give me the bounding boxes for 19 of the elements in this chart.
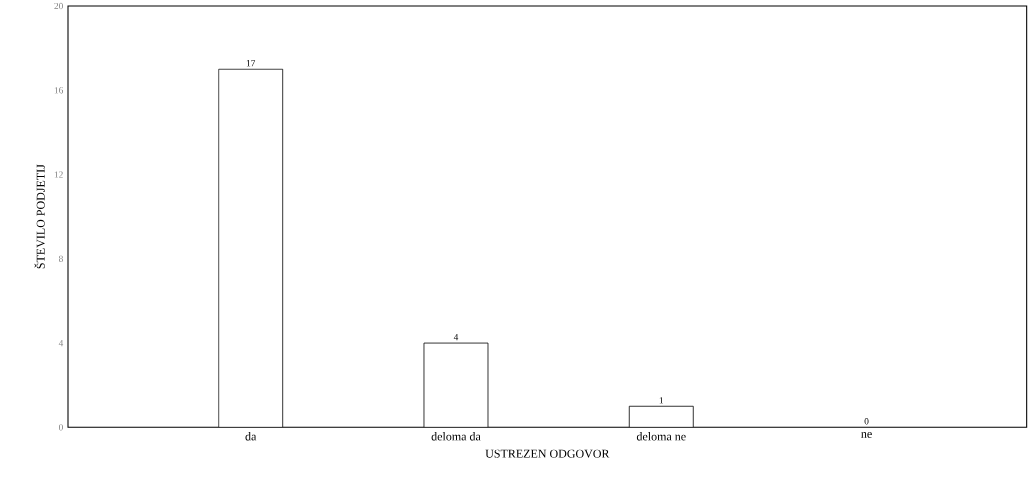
x-tick-label: deloma ne	[636, 432, 686, 441]
data-label: 0	[864, 418, 869, 425]
y-tick-label: 4	[58, 339, 64, 347]
bar	[628, 405, 694, 428]
y-tick-label: 0	[58, 424, 63, 431]
x-tick-label: ne	[861, 432, 872, 438]
y-axis-title: ŠTEVILO PODJETIJ	[34, 164, 45, 269]
y-tick-label: 16	[54, 87, 64, 94]
bar	[218, 68, 284, 428]
y-tick-label: 20	[54, 2, 63, 10]
x-tick-label: da	[245, 432, 257, 441]
y-tick-label: 8	[58, 255, 63, 262]
bar	[423, 342, 489, 428]
y-tick-label: 12	[54, 171, 63, 178]
x-tick-label: deloma da	[431, 432, 481, 441]
data-label: 17	[246, 60, 256, 67]
data-label: 1	[659, 397, 664, 404]
data-label: 4	[453, 333, 459, 341]
x-axis-title: USTREZEN ODGOVOR	[485, 449, 610, 458]
